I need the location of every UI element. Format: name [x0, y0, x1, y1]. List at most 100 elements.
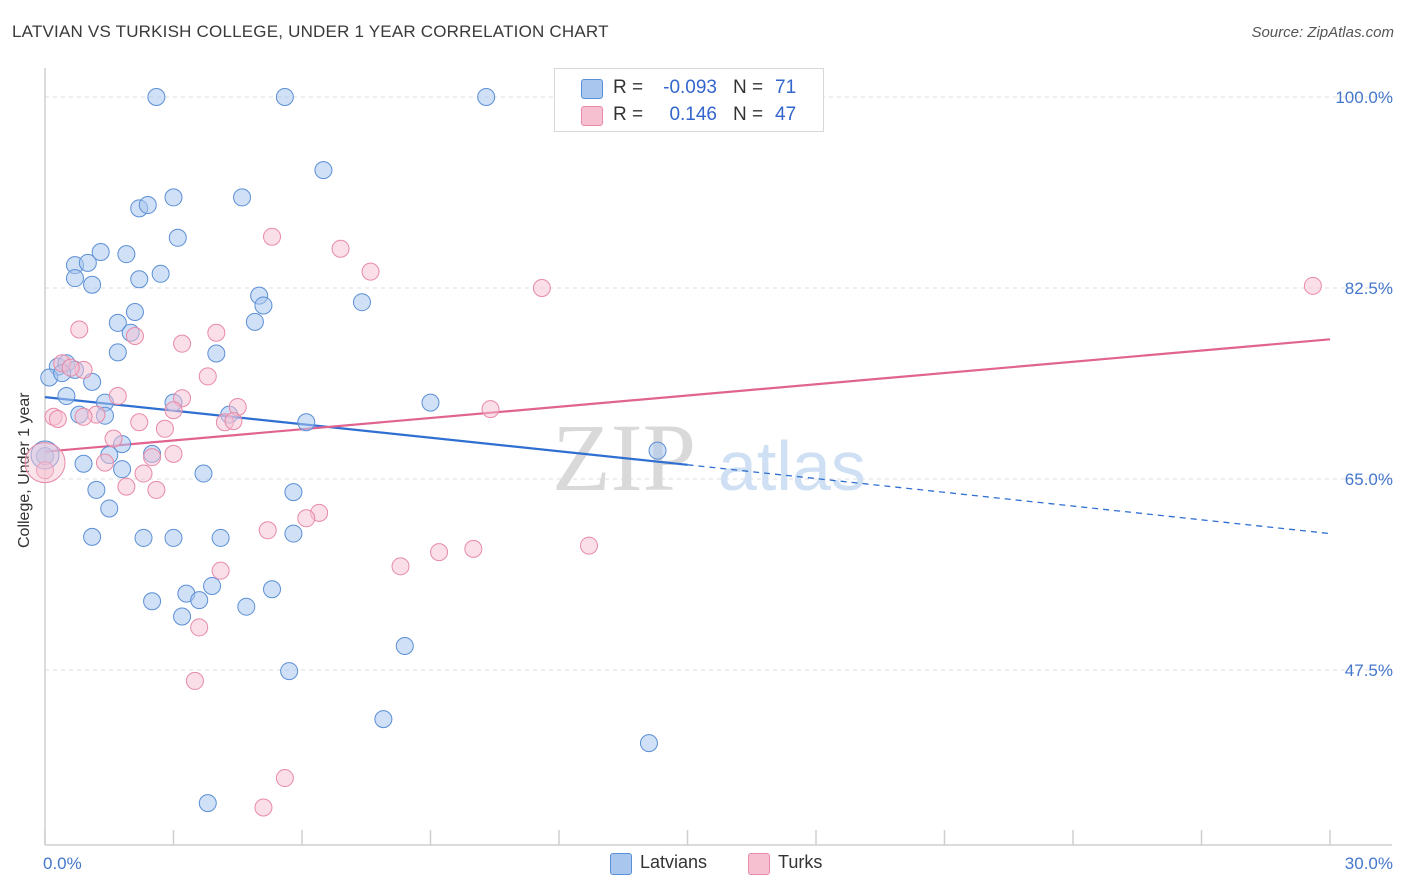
latvians-point: [113, 460, 132, 479]
turks-point: [70, 320, 89, 339]
trend-lines: [44, 338, 1331, 535]
latvians-point: [151, 264, 170, 283]
y-tick-label: 82.5%: [1345, 279, 1393, 298]
turks-point: [147, 480, 166, 499]
turks-point: [173, 334, 192, 353]
source-label: Source: ZipAtlas.com: [1251, 24, 1394, 41]
latvians-point: [314, 161, 333, 180]
latvians-point: [168, 228, 187, 247]
turks-point: [254, 798, 273, 817]
latvians-point: [263, 580, 282, 599]
legend-r-label: R =: [613, 104, 644, 125]
turks-point: [263, 227, 282, 246]
turks-point: [155, 419, 174, 438]
latvians-point: [207, 344, 226, 363]
latvians-trend-line: [44, 396, 688, 466]
latvians-point: [108, 343, 127, 362]
latvians-point: [100, 499, 119, 518]
watermark: ZIP atlas: [552, 404, 866, 511]
legend-n-label: N =: [733, 104, 764, 125]
legend-n-label: N =: [733, 77, 764, 98]
turks-point: [224, 412, 243, 431]
latvians-point: [211, 528, 230, 547]
legend-r-label: R =: [613, 77, 644, 98]
turks-point: [164, 401, 183, 420]
turks-point: [104, 429, 123, 448]
latvians-point: [190, 591, 209, 610]
latvians-point: [275, 88, 294, 106]
turks-point: [95, 453, 114, 472]
latvians-point: [203, 576, 222, 595]
y-tick-label: 47.5%: [1345, 661, 1393, 680]
latvians-point: [87, 480, 106, 499]
y-tick-label: 100.0%: [1335, 88, 1393, 107]
legend-label-turks: Turks: [778, 852, 823, 872]
turks-point: [258, 521, 277, 540]
latvians-point: [198, 794, 217, 813]
turks-point: [579, 536, 598, 555]
legend-row-turks: R = 0.146 N = 47: [555, 102, 823, 128]
latvians-point: [233, 188, 252, 207]
watermark-atlas: atlas: [718, 427, 866, 505]
latvians-point: [138, 196, 157, 215]
legend-swatch-turks: [581, 106, 603, 126]
stats-legend: R = -0.093 N = 71 R = 0.146 N = 47: [554, 68, 824, 132]
turks-point: [134, 464, 153, 483]
legend-row-latvians: R = -0.093 N = 71: [555, 75, 823, 101]
turks-point: [185, 671, 204, 690]
turks-point: [198, 367, 217, 386]
turks-point: [1303, 276, 1322, 295]
legend-r-value: -0.093: [663, 77, 717, 98]
turks-point: [275, 769, 294, 788]
latvians-point: [173, 607, 192, 626]
latvians-point: [125, 303, 144, 322]
turks-point: [74, 407, 93, 426]
latvians-trend-extension: [687, 464, 1331, 535]
latvians-point: [284, 483, 303, 502]
latvians-point: [65, 269, 84, 288]
latvians-point: [108, 313, 127, 332]
latvians-point: [374, 710, 393, 729]
latvians-point: [297, 413, 316, 432]
turks-point: [361, 262, 380, 281]
turks-point: [130, 413, 149, 432]
latvians-point: [395, 636, 414, 655]
turks-point: [61, 358, 80, 377]
turks-point: [108, 387, 127, 406]
y-tick-label: 65.0%: [1345, 470, 1393, 489]
legend-swatch-latvians: [610, 853, 632, 875]
legend-n-value: 71: [775, 77, 797, 98]
turks-point: [430, 543, 449, 562]
x-tick-label: 30.0%: [1345, 854, 1393, 873]
latvians-point: [352, 293, 371, 312]
latvians-point: [164, 528, 183, 547]
turks-point: [481, 400, 500, 419]
latvians-point: [117, 245, 136, 264]
turks-point: [532, 279, 551, 297]
latvians-point: [245, 312, 264, 331]
turks-point: [391, 557, 410, 576]
latvians-point: [254, 296, 273, 315]
latvians-point: [83, 527, 102, 546]
turks-points: [24, 88, 1322, 817]
chart-title: LATVIAN VS TURKISH COLLEGE, UNDER 1 YEAR…: [12, 22, 609, 41]
tick-labels: 47.5% 65.0% 82.5% 100.0% 0.0% 30.0%: [43, 88, 1393, 873]
legend-r-value: 0.146: [669, 104, 717, 125]
latvians-point: [147, 88, 166, 106]
latvians-point: [280, 662, 299, 681]
latvians-point: [639, 734, 658, 753]
turks-trend-line: [44, 338, 1331, 453]
turks-point: [331, 239, 350, 258]
latvians-point: [83, 275, 102, 294]
turks-point: [36, 461, 54, 480]
x-tick-label: 0.0%: [43, 854, 82, 873]
latvians-point: [477, 88, 496, 106]
turks-point: [211, 561, 230, 580]
latvians-point: [284, 524, 303, 543]
latvians-point: [421, 393, 440, 412]
gridlines: [45, 96, 1392, 671]
turks-point: [464, 539, 483, 558]
latvians-point: [57, 387, 76, 406]
turks-point: [24, 442, 66, 484]
